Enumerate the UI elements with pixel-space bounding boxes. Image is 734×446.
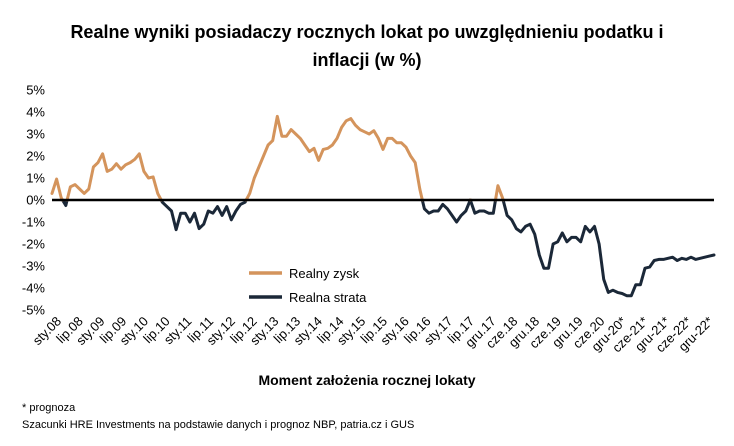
- loss-series-line: [159, 198, 248, 232]
- y-tick-label: -4%: [22, 281, 46, 296]
- legend-item-gain-label: Realny zysk: [289, 266, 360, 281]
- y-tick-label: -3%: [22, 259, 46, 274]
- source-note: Szacunki HRE Investments na podstawie da…: [22, 419, 415, 431]
- y-tick-label: -5%: [22, 303, 46, 318]
- y-tick-label: 4%: [26, 105, 45, 120]
- y-tick-label: 0%: [26, 193, 45, 208]
- y-tick-label: 3%: [26, 127, 45, 142]
- gain-series-line: [494, 184, 505, 202]
- series-group: [50, 114, 716, 298]
- chart-title-line-1: Realne wyniki posiadaczy rocznych lokat …: [70, 22, 664, 42]
- chart-title: Realne wyniki posiadaczy rocznych lokat …: [0, 18, 734, 74]
- gain-series-line: [65, 152, 163, 202]
- y-tick-label: 5%: [26, 83, 45, 98]
- y-tick-label: -1%: [22, 215, 46, 230]
- gain-series-line: [50, 177, 64, 202]
- loss-series-line: [501, 198, 716, 298]
- y-tick-label: 2%: [26, 149, 45, 164]
- y-axis-ticks: 5% 4% 3% 2% 1% 0% -1% -2% -3% -4% -5%: [22, 83, 46, 318]
- chart-title-line-2: inflacji (w %): [312, 50, 422, 70]
- loss-series-line: [468, 198, 497, 215]
- y-tick-label: -2%: [22, 237, 46, 252]
- gain-series-line: [244, 114, 424, 202]
- x-axis-label: Moment założenia rocznej lokaty: [258, 372, 476, 388]
- loss-series-line: [61, 198, 69, 207]
- x-axis-ticks: sty.08lip.08sty.09lip.09sty.10lip.10sty.…: [30, 314, 716, 356]
- loss-series-line: [420, 198, 472, 224]
- legend: Realny zysk Realna strata: [249, 266, 367, 305]
- y-tick-label: 1%: [26, 171, 45, 186]
- legend-item-loss-label: Realna strata: [289, 290, 367, 305]
- footnote: * prognoza: [22, 402, 76, 414]
